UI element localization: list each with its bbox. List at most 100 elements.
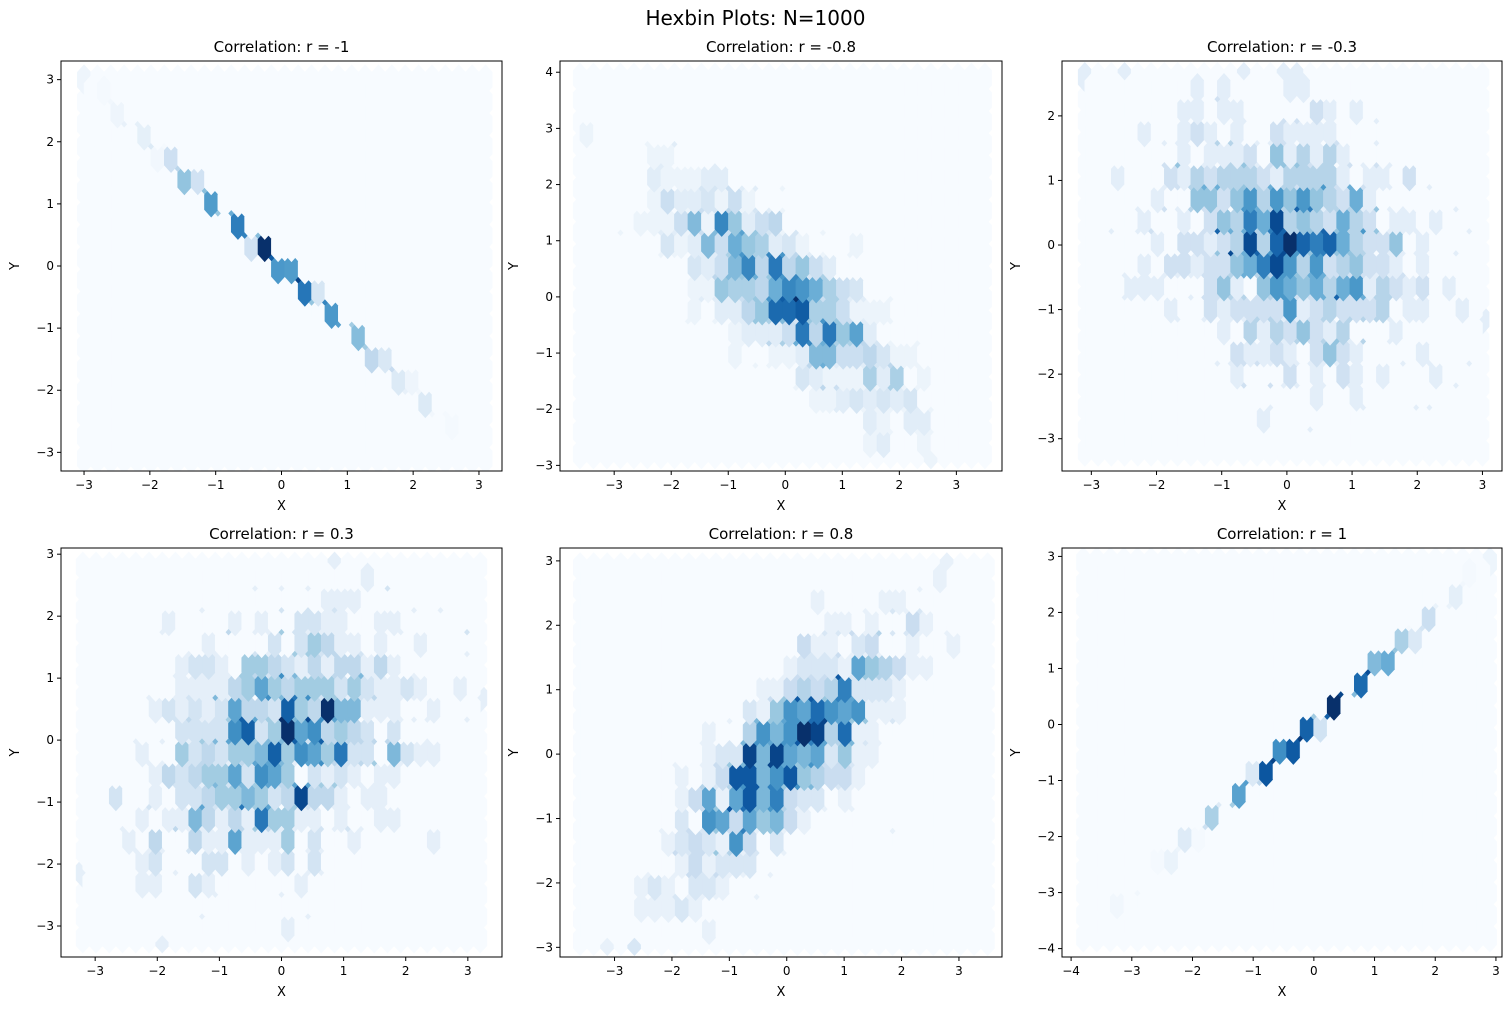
x-tick-label: −1 [207,478,225,492]
hexbin-cell [971,317,986,348]
hexbin-cell [1468,271,1483,302]
y-tick-label: −1 [36,321,54,335]
x-tick-label: 3 [464,964,472,978]
x-tick-label: 1 [1348,478,1356,492]
hexbin-cell [466,846,481,877]
hexbin-cell [1468,73,1483,104]
y-tick-label: 0 [545,290,553,304]
y-tick-label: 0 [46,259,54,273]
hexbin-cell [1468,161,1483,192]
hexbin-cell [471,164,486,196]
y-tick-label: −1 [1037,303,1055,317]
hexbin-cell [466,606,481,637]
x-tick-label: 3 [475,478,483,492]
hexbin-cell [971,405,986,437]
x-tick-label: −1 [211,964,229,978]
x-tick-label: 2 [402,964,410,978]
figure-title: Hexbin Plots: N=1000 [645,6,866,30]
hexbin-cell [971,250,986,282]
axes-frame [1061,60,1503,472]
hexbin-cell [971,361,986,392]
hexbin-cell [471,142,486,173]
hexbin-cell [971,228,986,260]
hexbin-cell [466,781,481,812]
hexbin-cell [471,320,486,352]
hexbin-cells [75,551,488,954]
hexbin-cell [1468,95,1483,126]
y-tick-label: 0 [1047,238,1055,252]
hexbin-cell [466,912,481,943]
subplot-title: Correlation: r = 0.3 [209,525,354,543]
y-tick-label: 3 [545,121,553,135]
x-tick-label: −3 [86,964,104,978]
x-tick-label: −2 [1148,478,1166,492]
x-tick-label: 2 [896,478,904,492]
hexbin-cell [971,162,986,193]
x-tick-label: 2 [409,478,417,492]
x-axis-label: X [277,499,286,514]
hexbin-cell [971,95,986,127]
y-tick-label: 3 [46,73,54,87]
hexbin-cell [971,383,986,415]
y-tick-label: 1 [46,671,54,685]
y-tick-label: 2 [46,609,54,623]
x-tick-label: −2 [141,478,159,492]
hexbin-cell [1468,205,1483,236]
hexbin-cell [1468,315,1483,346]
hexbin-cell [466,803,481,834]
y-tick-label: 1 [545,234,553,248]
hexbin-cell [971,339,986,370]
axes-frame [559,60,1003,472]
hexbin-cell [466,868,481,899]
hexbin-cell [466,890,481,921]
hexbin-cell [1468,381,1483,412]
hexbin-cell [1468,403,1483,434]
y-tick-label: −2 [535,402,553,416]
hexbin-cell [1468,337,1483,368]
x-axis-label: X [277,985,286,1000]
y-axis-label: Y [507,262,522,271]
y-axis-label: Y [1009,262,1024,271]
y-tick-label: 2 [46,135,54,149]
y-tick-label: 3 [46,547,54,561]
hexbin-cell [1468,359,1483,390]
x-tick-label: 1 [838,478,846,492]
subplot-title: Correlation: r = -0.3 [1207,38,1357,56]
hexbin-cell [971,427,986,459]
hexbin-cell [971,184,986,215]
hexbin-cell [466,584,481,615]
hexbin-cell [466,671,481,702]
hexbin-cell [466,759,481,790]
hexbin-cell [971,272,986,304]
y-tick-label: 1 [1047,173,1055,187]
hexbin-cell [971,117,986,149]
hexbin-cell [471,365,486,396]
y-axis-label: Y [8,748,23,757]
hexbin-cell [1468,425,1483,456]
y-tick-label: 2 [545,178,553,192]
hexbin-cells [572,552,995,956]
y-tick-label: 2 [1047,109,1055,123]
hexbin-cell [471,231,486,263]
hexbin-cell [471,97,486,129]
y-tick-label: −3 [36,919,54,933]
subplot-title: Correlation: r = -0.8 [706,38,856,56]
hexbin-cell [471,387,486,419]
x-tick-label: −3 [1082,478,1100,492]
hexbin-cells [572,62,992,470]
hexbin-cell [466,737,481,768]
hexbin-cell [971,295,986,326]
hexbin-cell [1468,227,1483,258]
x-axis-label: X [777,499,786,514]
hexbin-cell [471,298,486,329]
hexbin-cell [1468,183,1483,214]
x-tick-label: −2 [148,964,166,978]
hexbin-cell [471,186,486,218]
hexbin-cell [466,693,481,724]
y-tick-label: −3 [1037,432,1055,446]
x-tick-label: 3 [1479,478,1487,492]
